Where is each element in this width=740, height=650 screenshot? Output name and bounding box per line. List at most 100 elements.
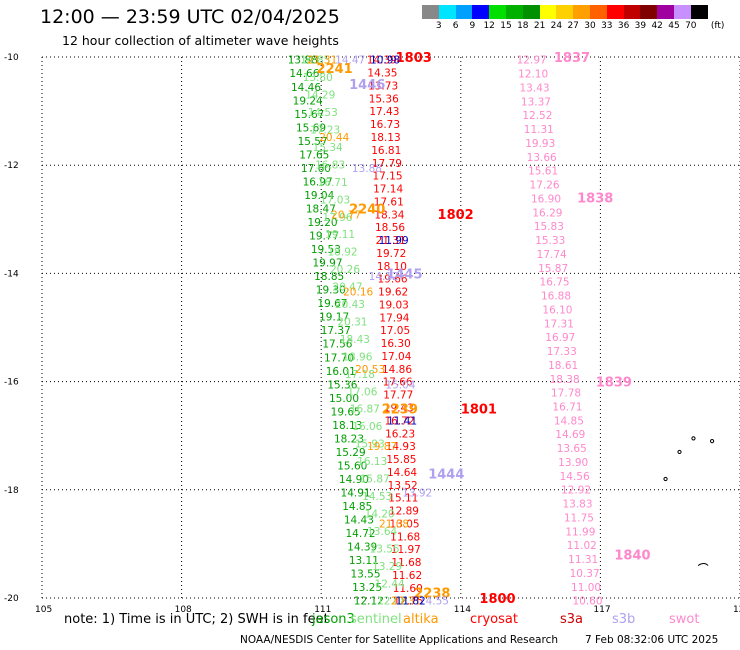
colorbar-label: 15: [500, 21, 512, 31]
colorbar-label: 70: [685, 21, 697, 31]
swh-value: 20.47: [332, 282, 362, 294]
swh-value: 10.98: [370, 55, 400, 67]
swh-value: 18.10: [377, 261, 407, 273]
swh-value: 12.97: [517, 55, 547, 67]
swh-value: 18.47: [306, 203, 336, 215]
pass-time-label: 1800: [479, 592, 515, 607]
swh-value: 16.13: [357, 456, 387, 468]
swh-value: 16.06: [352, 421, 382, 433]
swh-value: 14.12: [369, 271, 399, 283]
swh-value: 17.15: [372, 171, 402, 183]
colorbar-label: 6: [452, 21, 459, 31]
swh-value: 16.87: [350, 404, 380, 416]
swh-value: 17.56: [322, 339, 352, 351]
swh-value: 11.82: [396, 596, 426, 608]
swh-value: 11.97: [391, 544, 421, 556]
swh-value: 16.97: [303, 176, 333, 188]
legend-item-sentinel: sentinel: [350, 612, 402, 627]
swh-value: 19.17: [319, 312, 349, 324]
swh-value: 15.60: [337, 460, 367, 472]
colorbar-cell: [489, 5, 506, 19]
swh-value: 15.33: [535, 235, 565, 247]
swh-value: 15.85: [386, 454, 416, 466]
swh-value: 11.75: [564, 512, 594, 524]
swh-value: 18.43: [340, 334, 370, 346]
colorbar-label: 30: [584, 21, 596, 31]
swh-value: 14.91: [341, 488, 371, 500]
colorbar-label: 39: [634, 21, 647, 31]
swh-value: 19.67: [317, 298, 347, 310]
swh-value: 17.60: [301, 163, 331, 175]
swh-value: 13.64: [367, 526, 397, 538]
swh-value: 19.24: [293, 95, 323, 107]
swh-value: 13.65: [557, 443, 587, 455]
swh-value: 16.71: [318, 177, 348, 189]
swh-value: 18.92: [328, 247, 358, 259]
swh-value: 13.80: [303, 72, 333, 84]
colorbar-cell: [438, 5, 456, 19]
lon-tick-label: 117: [593, 605, 610, 615]
pass-time-label: 1840: [614, 549, 650, 564]
swh-value: 17.74: [537, 249, 567, 261]
legend-note: note: 1) Time is in UTC; 2) SWH is in fe…: [64, 612, 329, 627]
swh-value: 19.87: [367, 441, 397, 453]
swh-value: 20.53: [355, 364, 385, 376]
colorbar-cell: [606, 5, 624, 19]
swh-value: 15.29: [336, 447, 366, 459]
swh-value: 18.34: [374, 209, 404, 221]
swh-value: 21.08: [379, 518, 409, 530]
colorbar-cell: [690, 5, 708, 19]
swh-value: 16.72: [384, 415, 414, 427]
swh-value: 13.05: [390, 518, 420, 530]
swh-value: 16.01: [326, 366, 356, 378]
lat-tick-label: -18: [4, 486, 19, 496]
swh-value: 14.47: [335, 55, 365, 67]
lat-tick-label: -20: [4, 594, 19, 604]
swh-value: 19.62: [378, 287, 408, 299]
swh-value: 13.66: [527, 152, 557, 164]
swh-value: 17.70: [324, 352, 354, 364]
swh-value: 13.37: [521, 96, 551, 108]
swh-value: 17.61: [374, 196, 404, 208]
swh-value: 15.67: [294, 109, 324, 121]
swh-value: 11.62: [392, 570, 422, 582]
colorbar-label: 45: [668, 21, 680, 31]
swh-value: 11.60: [393, 583, 423, 595]
swh-value: 12.75: [393, 596, 423, 608]
swh-value: 14.46: [291, 82, 321, 94]
swh-value: 19.93: [525, 138, 555, 150]
swh-value: 15.83: [534, 221, 564, 233]
swh-value: 15.11: [388, 493, 418, 505]
swh-value: 14.72: [346, 528, 376, 540]
pass-time-label: 2238: [414, 587, 450, 602]
colorbar-label: 36: [617, 21, 630, 31]
swh-value: 18.85: [314, 271, 344, 283]
swh-value: 13.88: [288, 55, 318, 67]
lon-tick-label: 114: [454, 605, 471, 615]
swh-value: 19.04: [304, 190, 334, 202]
pass-time-label: 1802: [438, 208, 474, 223]
swh-value: 14.69: [555, 429, 585, 441]
swh-value: 17.96: [323, 212, 353, 224]
swh-value: 17.04: [381, 351, 411, 363]
coastline-fragment: [697, 563, 709, 566]
colorbar-cell: [422, 5, 439, 19]
pass-time-label: 1444: [428, 468, 464, 483]
colorbar-cell: [455, 5, 473, 19]
lat-tick-label: -12: [4, 161, 19, 171]
swh-value: 20.31: [391, 596, 421, 608]
swh-value: 14.93: [386, 441, 416, 453]
pass-time-label: 1837: [554, 51, 590, 66]
swh-value: 12.12: [354, 596, 384, 608]
swh-value: 17.77: [383, 390, 413, 402]
coastline-fragment: [709, 439, 715, 444]
swh-value: 20.44: [319, 132, 349, 144]
legend-item-s3a: s3a: [560, 612, 584, 627]
swh-value: 16.83: [315, 159, 345, 171]
swh-value: 16.23: [385, 428, 415, 440]
swh-value: 10.60: [572, 596, 602, 608]
swh-value: 17.14: [373, 184, 403, 196]
swh-value: 17.37: [321, 325, 351, 337]
